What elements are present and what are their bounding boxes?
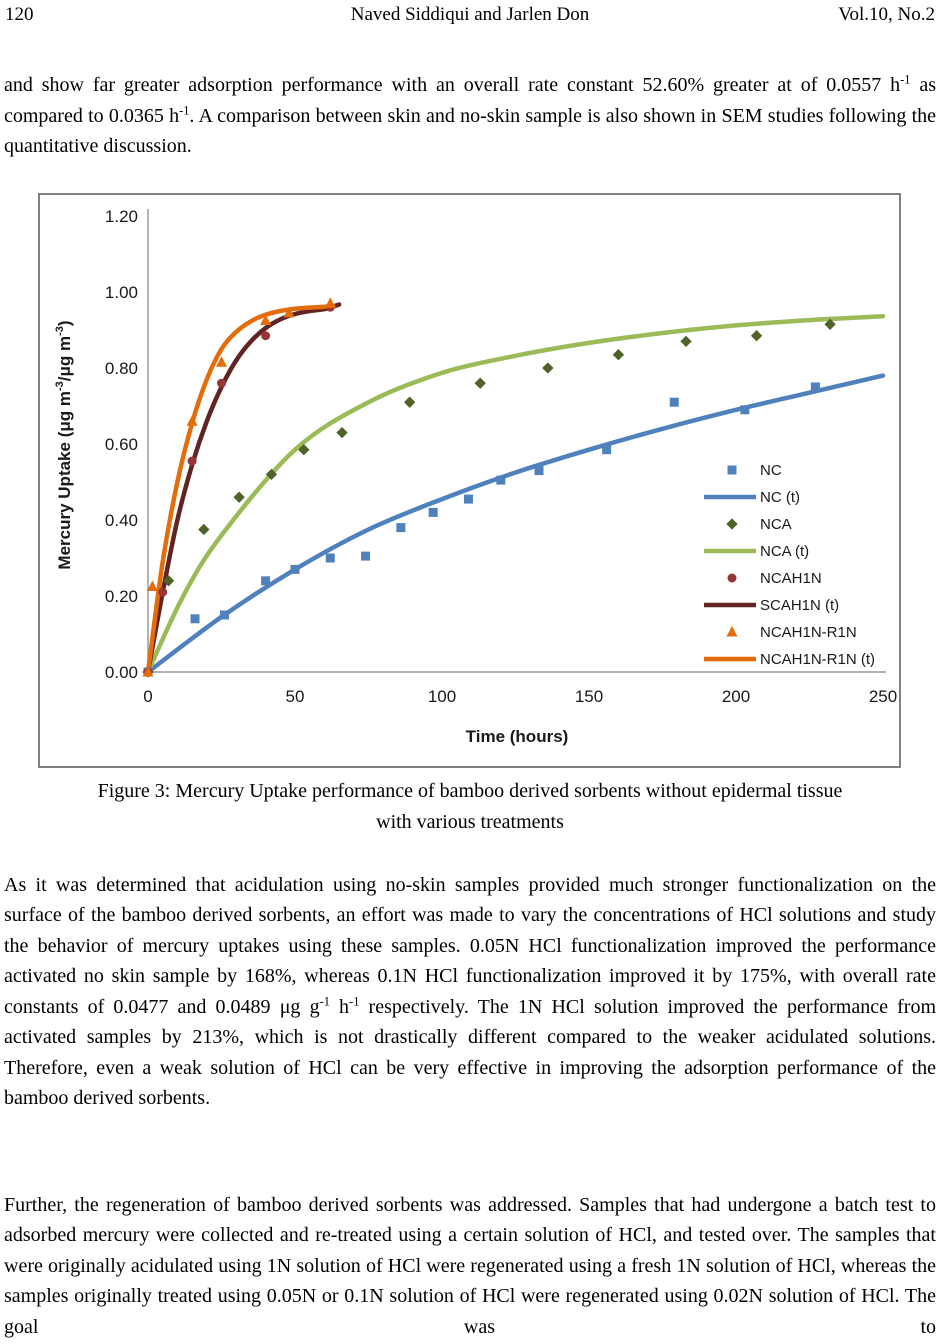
diamond-marker-icon — [680, 335, 692, 347]
series-points-ncah1n-r1n — [142, 296, 336, 676]
y-tick-label: 0.00 — [105, 663, 138, 682]
square-marker-icon — [190, 613, 200, 623]
legend-label: NC (t) — [760, 489, 800, 506]
legend-item-nc-t: NC (t) — [704, 489, 800, 506]
legend-item-nc: NC — [727, 462, 782, 479]
diamond-marker-icon — [198, 523, 210, 535]
y-axis-title: Mercury Uptake (μg m-3/μg m-3) — [54, 320, 74, 569]
diamond-marker-icon — [404, 396, 416, 408]
circle-marker-icon — [217, 378, 226, 388]
diamond-marker-icon — [298, 443, 310, 455]
square-marker-icon — [602, 444, 612, 454]
paragraph-2: As it was determined that acidulation us… — [4, 873, 937, 1110]
page-header: 120 Naved Siddiqui and Jarlen Don Vol.10… — [0, 0, 940, 28]
paragraph-1: and show far greater adsorption performa… — [4, 72, 936, 157]
y-tick-label: 1.00 — [105, 283, 138, 302]
triangle-marker-icon — [186, 414, 198, 426]
square-marker-icon — [290, 564, 300, 574]
y-tick-label: 0.40 — [105, 511, 138, 530]
diamond-marker-icon — [474, 377, 486, 389]
figure-caption-line1: Figure 3: Mercury Uptake performance of … — [97, 779, 843, 802]
square-marker-icon — [727, 465, 737, 474]
square-marker-icon — [361, 551, 371, 561]
legend-label: NCA — [760, 516, 792, 533]
y-tick-label: 0.20 — [105, 587, 138, 606]
figure-box: 0.00 0.20 0.40 0.60 0.80 1.00 1.20 0 50 100 150 200… — [38, 192, 901, 768]
triangle-marker-icon — [726, 625, 738, 636]
diamond-marker-icon — [336, 426, 348, 438]
square-marker-icon — [669, 397, 679, 407]
legend-item-scah1n-t: SCAH1N (t) — [704, 597, 839, 614]
square-marker-icon — [325, 553, 335, 562]
legend-label: NCAH1N-R1N — [760, 624, 857, 641]
diamond-marker-icon — [750, 329, 763, 341]
legend-item-nca: NCA — [726, 516, 792, 533]
triangle-marker-icon — [260, 314, 272, 325]
legend-label: NCA (t) — [760, 543, 809, 560]
y-tick-label: 0.60 — [105, 435, 138, 454]
series-line-ncah1n-r1n-t — [145, 303, 336, 674]
x-tick-label: 200 — [722, 687, 750, 706]
diamond-marker-icon — [542, 361, 554, 374]
series-line-scah1n-t — [145, 301, 342, 674]
x-tick-label: 50 — [286, 687, 305, 706]
chart-axes: 0.00 0.20 0.40 0.60 0.80 1.00 1.20 0 50 100 150 200… — [54, 207, 897, 746]
square-marker-icon — [261, 575, 271, 585]
triangle-marker-icon — [324, 296, 336, 308]
y-tick-label: 0.80 — [105, 359, 138, 378]
diamond-marker-icon — [726, 517, 738, 530]
diamond-marker-icon — [824, 318, 836, 330]
series-line-nc-t — [145, 372, 886, 674]
legend-label: NCAH1N — [760, 570, 822, 587]
square-marker-icon — [463, 494, 473, 504]
square-marker-icon — [428, 507, 438, 517]
legend-label: NCAH1N-R1N (t) — [760, 651, 875, 668]
legend-label: SCAH1N (t) — [760, 597, 839, 614]
legend-item-ncah1n-r1n: NCAH1N-R1N — [726, 624, 857, 641]
mercury-uptake-chart: 0.00 0.20 0.40 0.60 0.80 1.00 1.20 0 50 100 150 200… — [54, 207, 897, 746]
page-number: 120 — [5, 4, 34, 25]
y-tick-label: 1.20 — [105, 207, 138, 226]
square-marker-icon — [219, 610, 229, 619]
legend-label: NC — [760, 462, 782, 479]
x-tick-label: 100 — [428, 687, 456, 706]
volume-info: Vol.10, No.2 — [838, 4, 935, 25]
square-marker-icon — [534, 465, 544, 475]
square-marker-icon — [396, 522, 406, 532]
triangle-marker-icon — [142, 665, 154, 676]
triangle-marker-icon — [146, 580, 158, 591]
diamond-marker-icon — [265, 468, 278, 480]
paragraph-3: Further, the regeneration of bamboo deri… — [4, 1193, 936, 1338]
running-title: Naved Siddiqui and Jarlen Don — [350, 4, 590, 25]
circle-marker-icon — [727, 573, 737, 582]
square-marker-icon — [496, 475, 506, 485]
figure-caption: Figure 3: Mercury Uptake performance of … — [0, 776, 940, 838]
circle-marker-icon — [261, 330, 271, 340]
square-marker-icon — [810, 382, 820, 391]
legend-item-ncah1n-r1n-t: NCAH1N-R1N (t) — [704, 651, 875, 668]
series-points-nc — [143, 382, 820, 676]
series-points-ncah1n — [143, 302, 335, 676]
diamond-marker-icon — [612, 348, 625, 360]
triangle-marker-icon — [216, 355, 227, 367]
triangle-marker-icon — [283, 306, 295, 317]
x-tick-label: 150 — [575, 687, 603, 706]
chart-legend: NC NC (t) NCA NCA (t) NCAH1N SCAH1N (t) NCAH1N… — [704, 462, 875, 668]
figure-caption-line2: with various treatments — [376, 810, 564, 833]
diamond-marker-icon — [233, 491, 245, 503]
square-marker-icon — [740, 404, 750, 414]
legend-item-nca-t: NCA (t) — [704, 543, 809, 560]
legend-item-ncah1n: NCAH1N — [727, 570, 822, 587]
x-axis-title: Time (hours) — [466, 727, 569, 746]
x-tick-label: 0 — [143, 687, 152, 706]
circle-marker-icon — [158, 587, 168, 597]
x-tick-label: 250 — [869, 687, 897, 706]
series-line-nca-t — [145, 313, 886, 674]
circle-marker-icon — [187, 456, 197, 466]
